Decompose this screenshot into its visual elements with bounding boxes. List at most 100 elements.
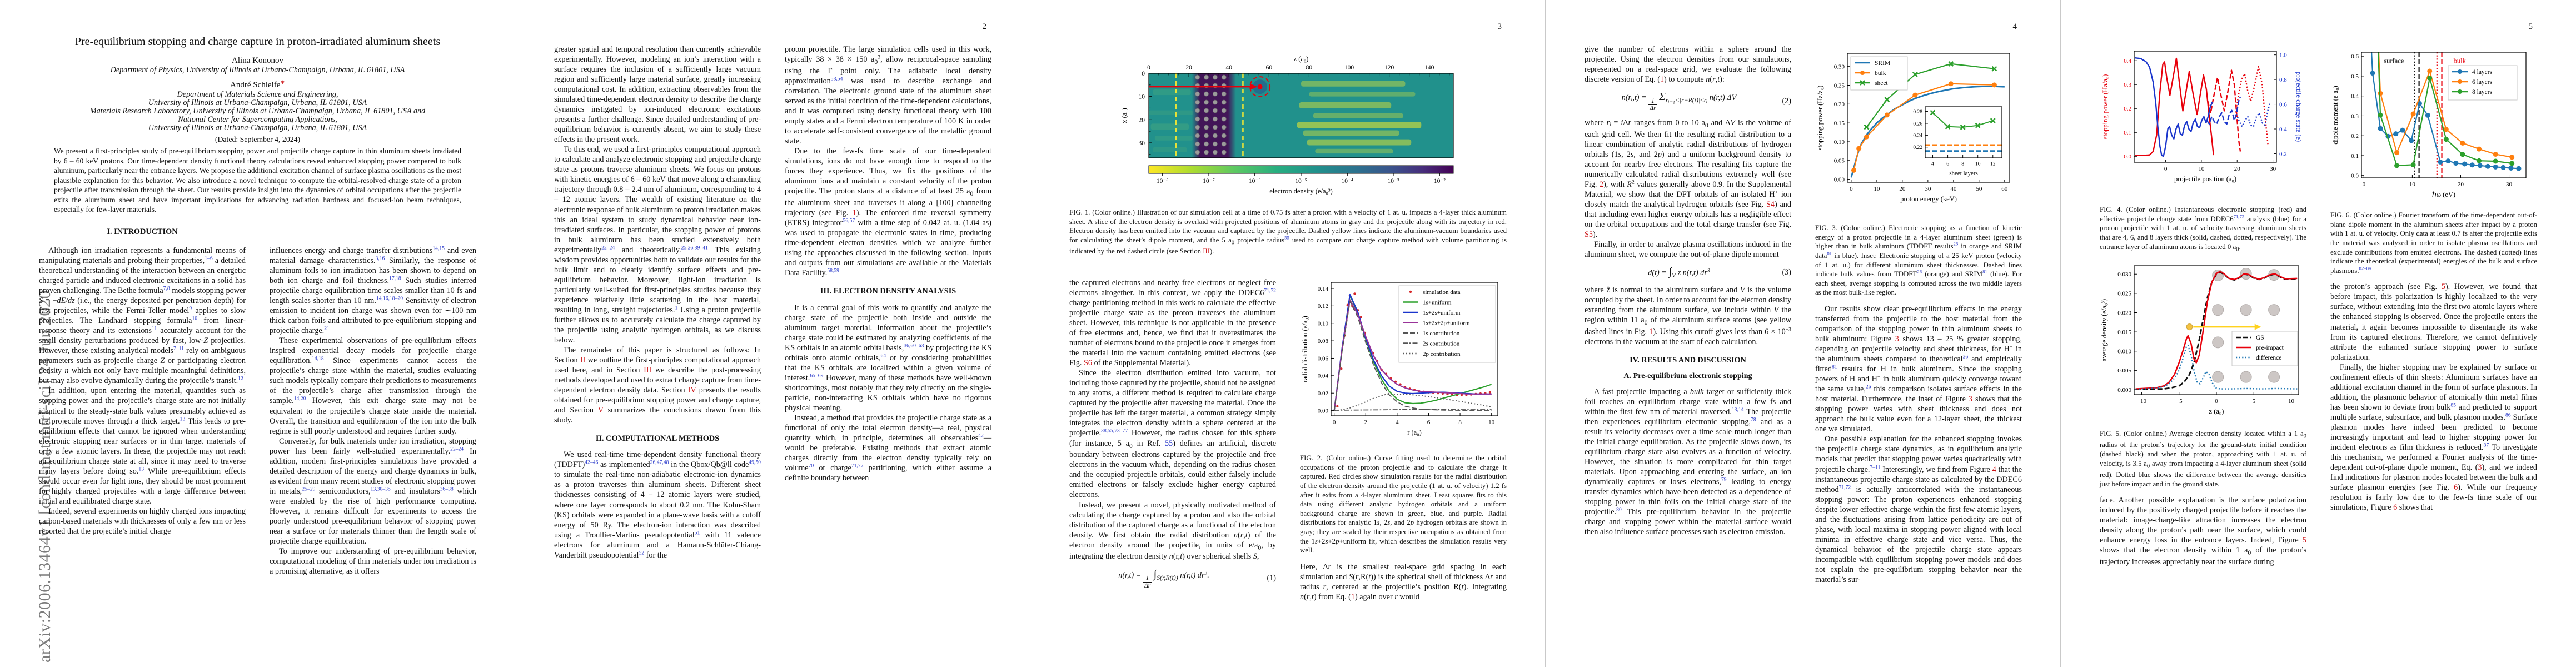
- svg-text:60: 60: [1266, 64, 1273, 71]
- paragraph: Instead, a method that provides the proj…: [785, 413, 991, 483]
- svg-text:0.15: 0.15: [1834, 120, 1845, 127]
- svg-text:0.00: 0.00: [1318, 407, 1329, 414]
- affiliation-2-line4: National Center for Supercomputing Appli…: [178, 115, 337, 124]
- paragraph: Our results show clear pre-equilibrium e…: [1815, 305, 2022, 434]
- page4-right-column: 0 10 20 30 40 50 60 0.00 0.05 0.10 0.15 0.20 0.25 0.3…: [1815, 44, 2022, 656]
- svg-text:12: 12: [1990, 162, 1996, 167]
- svg-text:0.4: 0.4: [2124, 58, 2131, 64]
- page1-right-column: influences energy and charge transfer di…: [270, 246, 476, 667]
- figure-3: 0 10 20 30 40 50 60 0.00 0.05 0.10 0.15 0.20 0.25 0.3…: [1815, 44, 2022, 297]
- svg-text:120: 120: [1384, 64, 1394, 71]
- svg-text:0.22: 0.22: [1913, 145, 1922, 151]
- svg-text:10⁻³: 10⁻³: [1388, 178, 1400, 185]
- paragraph: where rᵢ = iΔr ranges from 0 to 10 a0 an…: [1585, 118, 1791, 239]
- svg-text:average density (e/a₀³): average density (e/a₀³): [2100, 299, 2108, 361]
- fig4-caption: FIG. 4. (Color online.) Instantaneous el…: [2100, 206, 2307, 253]
- svg-text:40: 40: [1225, 64, 1232, 71]
- svg-text:50: 50: [1976, 186, 1982, 192]
- svg-text:60: 60: [2001, 186, 2008, 192]
- svg-text:0: 0: [2164, 166, 2168, 172]
- svg-text:0.20: 0.20: [1834, 101, 1845, 108]
- svg-text:dipole moment (e a₀): dipole moment (e a₀): [2331, 86, 2339, 144]
- equation-3-body: d(t) = ∫V z n(r,t) dr3: [1648, 265, 1710, 279]
- fig5-average-density-chart: −10 −5 0 5 10 0.000 0.005 0.010 0.015 0.020 0.025 0…: [2100, 265, 2299, 415]
- page-number: 3: [1497, 22, 1502, 31]
- svg-text:0.6: 0.6: [2351, 53, 2359, 60]
- svg-text:radial distribution (e/a₀): radial distribution (e/a₀): [1301, 316, 1309, 382]
- svg-text:0.4: 0.4: [2351, 93, 2359, 100]
- svg-text:10⁻⁷: 10⁻⁷: [1203, 178, 1215, 185]
- page4-left-column: give the number of electrons within a sp…: [1585, 44, 1791, 656]
- page5-left-column: 0 10 20 30 0.0 0.1 0.2 0.3 0.4 0.2 0.4 0.6 0.8 1.0 pro…: [2100, 44, 2306, 656]
- fig2-caption: FIG. 2. (Color online.) Curve fitting us…: [1300, 454, 1507, 555]
- fig3-stopping-vs-energy-chart: 0 10 20 30 40 50 60 0.00 0.05 0.10 0.15 0.20 0.25 0.3…: [1816, 53, 2010, 203]
- paragraph: In addition, upon entering the material,…: [39, 386, 246, 506]
- paragraph: A fast projectile impacting a bulk targe…: [1585, 387, 1791, 537]
- svg-text:100: 100: [1344, 64, 1354, 71]
- svg-text:−10: −10: [2137, 398, 2147, 405]
- equation-1-body: n(r,t) = 1 Δr ∫S(r,R(t)) n(r,t) dr3.: [1118, 568, 1209, 589]
- paragraph: greater spatial and temporal resolution …: [554, 45, 761, 145]
- fig6-dipole-fourier-chart: 0 10 20 30 0.0 0.1 0.2 0.3 0.4 0.5 0.6 ℏω (eV) dipol…: [2331, 52, 2527, 198]
- svg-text:10: 10: [2288, 398, 2295, 405]
- svg-text:0.2: 0.2: [2279, 151, 2287, 157]
- svg-text:0.0: 0.0: [2351, 173, 2359, 180]
- page-number: 2: [982, 22, 987, 31]
- svg-text:0.000: 0.000: [2117, 387, 2131, 394]
- paragraph: To this end, we used a first-principles …: [554, 145, 761, 345]
- paragraph: Instead, we present a novel, physically …: [1069, 500, 1276, 561]
- svg-text:2p contribution: 2p contribution: [1423, 351, 1461, 357]
- paragraph: It is a central goal of this work to qua…: [785, 303, 991, 412]
- svg-text:80: 80: [1306, 64, 1313, 71]
- svg-text:30: 30: [1925, 186, 1931, 192]
- subsection-pre-equilibrium-stopping: A. Pre-equilibrium electronic stopping: [1623, 371, 1752, 380]
- equation-1-number: (1): [1267, 574, 1276, 583]
- svg-text:10⁻⁸: 10⁻⁸: [1157, 178, 1169, 185]
- fig6-caption: FIG. 6. (Color online.) Fourier transfor…: [2330, 211, 2537, 275]
- svg-text:0.05: 0.05: [1834, 158, 1845, 165]
- svg-text:10⁻⁶: 10⁻⁶: [1249, 178, 1261, 185]
- page2-right-column: proton projectile. The large simulation …: [785, 44, 991, 656]
- svg-text:5: 5: [2253, 398, 2256, 405]
- svg-text:10⁻⁵: 10⁻⁵: [1295, 178, 1307, 185]
- paragraph: Conversely, for bulk materials under ion…: [270, 436, 477, 546]
- equation-2: n(rᵢ,t) = 1 Δr Σrᵢ₋₁<|r−R(t)|≤rᵢ n(r,t) Δ…: [1585, 90, 1791, 112]
- section-computational-methods: II. COMPUTATIONAL METHODS: [595, 434, 720, 444]
- svg-text:0.025: 0.025: [2117, 291, 2131, 297]
- paragraph: Due to the few-fs time scale of our time…: [785, 147, 991, 278]
- svg-text:0.30: 0.30: [1834, 64, 1845, 71]
- svg-text:0.3: 0.3: [2351, 113, 2359, 120]
- svg-text:0.10: 0.10: [1834, 139, 1845, 146]
- svg-text:simulation data: simulation data: [1423, 289, 1461, 296]
- svg-text:8: 8: [1458, 419, 1462, 426]
- svg-text:4: 4: [1931, 162, 1934, 167]
- svg-text:0: 0: [2363, 181, 2366, 188]
- paragraph: Indeed, several experiments on highly ch…: [39, 506, 246, 536]
- svg-text:sheet: sheet: [1875, 80, 1888, 87]
- svg-text:0.6: 0.6: [2279, 101, 2287, 108]
- svg-text:10: 10: [1139, 94, 1145, 101]
- svg-text:20: 20: [1899, 186, 1906, 192]
- svg-text:z (a₀): z (a₀): [2209, 407, 2224, 415]
- equation-2-body: n(rᵢ,t) = 1 Δr Σrᵢ₋₁<|r−R(t)|≤rᵢ n(r,t) Δ…: [1621, 91, 1737, 112]
- svg-text:0.1: 0.1: [2351, 153, 2359, 160]
- svg-text:GS: GS: [2256, 335, 2264, 341]
- svg-text:bulk: bulk: [1875, 70, 1886, 77]
- figure-2: 0 2 4 6 8 10 0.00 0.02 0.04 0.06 0.08 0.10 0.12 0.14 r…: [1300, 278, 1507, 555]
- paragraph: We used real-time time-dependent density…: [554, 450, 761, 560]
- svg-text:stopping power (Ha/a₀): stopping power (Ha/a₀): [2101, 74, 2109, 140]
- figure-6: 0 10 20 30 0.0 0.1 0.2 0.3 0.4 0.5 0.6 ℏω (eV) dipol…: [2330, 44, 2537, 275]
- paragraph: Since the electron distribution emitted …: [1069, 369, 1276, 500]
- paragraph: influences energy and charge transfer di…: [270, 245, 476, 336]
- paragraph: the proton’s approach (see Fig. 5). Howe…: [2330, 282, 2538, 362]
- svg-text:stopping power (Ha/a₀): stopping power (Ha/a₀): [1816, 86, 1824, 151]
- paragraph: Although ion irradiation represents a fu…: [39, 246, 246, 386]
- svg-text:−5: −5: [2176, 398, 2183, 405]
- equation-3: d(t) = ∫V z n(r,t) dr3 (3): [1585, 265, 1791, 280]
- fig5-caption: FIG. 5. (Color online.) Average electron…: [2100, 429, 2306, 488]
- figure-4: 0 10 20 30 0.0 0.1 0.2 0.3 0.4 0.2 0.4 0.6 0.8 1.0 pro…: [2100, 44, 2306, 253]
- svg-text:r (a₀): r (a₀): [1407, 429, 1422, 436]
- svg-text:6 layers: 6 layers: [2472, 79, 2493, 86]
- svg-text:0.5: 0.5: [2351, 73, 2359, 80]
